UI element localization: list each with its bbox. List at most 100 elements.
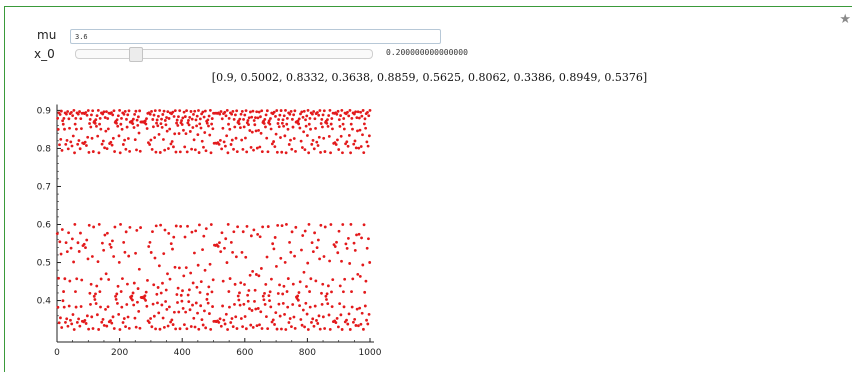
star-icon[interactable]: ★ <box>839 12 851 27</box>
data-point <box>247 123 250 126</box>
data-point <box>267 119 271 123</box>
y-tick-label: 0.7 <box>37 182 51 192</box>
data-point <box>306 134 309 137</box>
data-point <box>357 146 361 150</box>
data-point <box>70 237 74 241</box>
data-point <box>208 133 212 137</box>
data-point <box>234 255 238 259</box>
data-point <box>280 121 284 125</box>
mu-input[interactable] <box>70 29 441 44</box>
data-point <box>286 305 290 309</box>
data-point <box>283 260 287 264</box>
data-point <box>344 242 348 246</box>
data-point <box>299 112 302 116</box>
data-point <box>145 304 149 308</box>
data-point <box>253 300 256 303</box>
data-point <box>189 271 193 275</box>
data-point <box>312 324 316 328</box>
data-point <box>298 126 302 130</box>
data-point <box>70 110 73 114</box>
data-point <box>150 147 154 151</box>
data-point <box>88 117 92 121</box>
data-point <box>184 310 188 314</box>
data-point <box>302 270 306 274</box>
data-point <box>193 148 197 152</box>
data-point <box>186 293 190 297</box>
x0-slider-handle[interactable] <box>129 47 144 62</box>
data-point <box>56 116 60 120</box>
data-point <box>112 255 116 258</box>
data-point <box>250 130 254 134</box>
data-point <box>271 318 275 322</box>
data-point <box>197 327 201 331</box>
data-point <box>337 229 341 233</box>
data-point <box>313 117 317 121</box>
data-point <box>338 124 342 128</box>
data-point <box>220 147 224 151</box>
data-point <box>123 138 127 142</box>
data-point <box>345 140 349 144</box>
data-point <box>354 110 357 114</box>
data-point <box>203 268 207 272</box>
data-point <box>146 278 149 282</box>
data-point <box>236 225 240 229</box>
data-point <box>204 227 208 231</box>
data-point <box>230 138 234 142</box>
data-point <box>256 116 260 120</box>
data-point <box>328 328 332 331</box>
data-point <box>273 236 277 239</box>
data-point <box>85 144 88 147</box>
data-point <box>275 109 279 112</box>
data-point <box>62 116 66 120</box>
data-point <box>149 138 153 142</box>
data-point <box>251 109 255 113</box>
data-point <box>56 305 60 309</box>
data-point <box>229 321 233 324</box>
data-point <box>293 254 296 258</box>
data-point <box>314 126 317 130</box>
data-point <box>98 290 102 294</box>
data-point <box>221 279 225 283</box>
data-point <box>255 110 259 114</box>
data-point <box>320 117 324 121</box>
data-point <box>136 123 140 127</box>
x0-slider[interactable] <box>75 47 373 62</box>
data-point <box>361 109 365 112</box>
data-point <box>359 322 363 326</box>
data-point <box>116 284 120 288</box>
data-point <box>263 117 267 121</box>
data-point <box>97 328 101 331</box>
data-point <box>288 317 292 320</box>
data-point <box>99 277 103 281</box>
data-point <box>159 291 163 295</box>
data-point <box>285 122 289 126</box>
data-point <box>148 112 152 116</box>
data-point <box>123 250 127 254</box>
data-point <box>282 114 286 118</box>
data-point <box>62 305 66 309</box>
data-point <box>192 316 196 320</box>
data-point <box>90 113 93 117</box>
data-point <box>290 117 294 121</box>
data-point <box>289 250 293 254</box>
data-point <box>132 126 136 129</box>
data-point <box>204 149 208 153</box>
data-point <box>289 109 293 113</box>
data-point <box>189 325 193 328</box>
data-point <box>243 113 247 117</box>
data-point <box>336 325 340 329</box>
data-point <box>158 109 162 112</box>
data-point <box>283 134 287 138</box>
data-point <box>258 323 261 327</box>
data-point <box>268 122 272 126</box>
data-point <box>128 225 132 229</box>
data-point <box>183 235 187 239</box>
data-point <box>157 114 160 118</box>
data-point <box>172 115 176 118</box>
data-point <box>278 283 281 287</box>
data-point <box>78 110 81 113</box>
data-point <box>253 123 257 127</box>
data-point <box>191 126 195 129</box>
data-point <box>182 323 186 327</box>
data-point <box>305 114 309 118</box>
